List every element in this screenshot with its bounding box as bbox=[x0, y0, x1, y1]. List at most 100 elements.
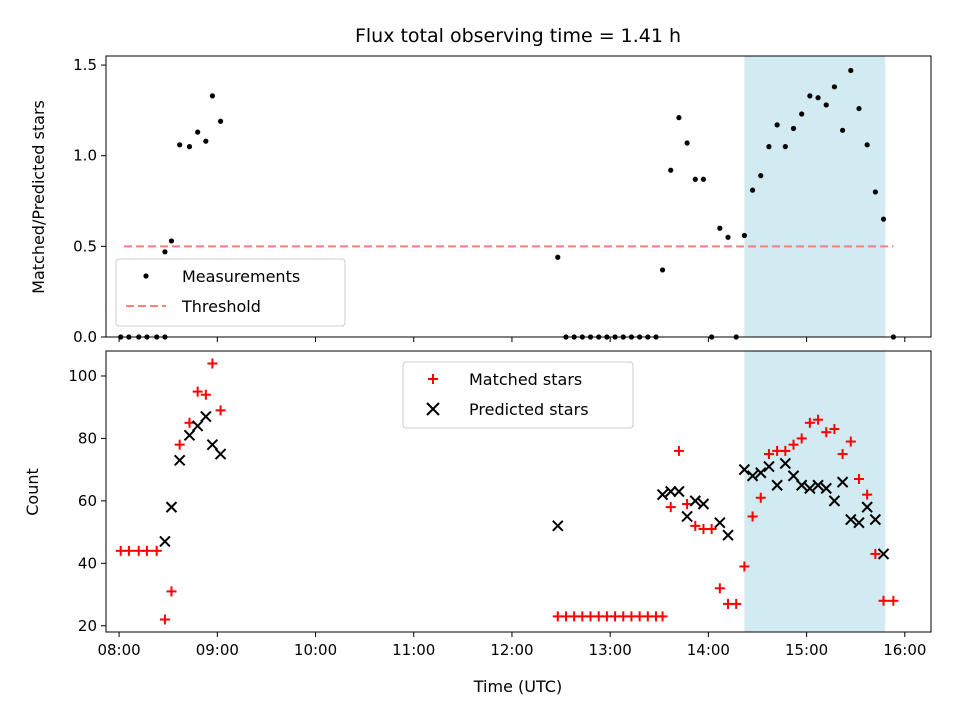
matched-star-point bbox=[821, 427, 832, 438]
legend-box bbox=[115, 258, 346, 327]
x-tick-label: 13:00 bbox=[589, 641, 632, 659]
matched-star-point bbox=[673, 445, 684, 456]
predicted-star-point bbox=[845, 513, 857, 526]
predicted-star-point bbox=[869, 513, 882, 526]
predicted-star-point bbox=[200, 410, 212, 423]
observing-span bbox=[744, 56, 886, 337]
measurement-point bbox=[848, 67, 854, 74]
predicted-star-point bbox=[722, 529, 734, 541]
matched-star-point bbox=[123, 545, 134, 556]
legend-swatch bbox=[143, 273, 149, 279]
legend-label: Predicted stars bbox=[469, 400, 589, 419]
matched-star-point bbox=[796, 433, 807, 444]
matched-star-point bbox=[207, 358, 218, 369]
y-tick-label: 80 bbox=[78, 429, 97, 447]
predicted-star-point bbox=[552, 520, 564, 532]
predicted-star-point bbox=[828, 495, 841, 507]
predicted-star-point bbox=[861, 501, 873, 513]
measurement-point bbox=[700, 176, 707, 182]
matched-star-point bbox=[870, 548, 881, 559]
y-tick-label: 100 bbox=[68, 367, 97, 385]
predicted-star-point bbox=[165, 501, 178, 513]
predicted-star-point bbox=[804, 482, 816, 495]
matched-star-point bbox=[215, 405, 226, 416]
ratio-panel: 0.0 0.5 1.0 1.5 Matched/Predicted stars Mea… bbox=[29, 55, 932, 346]
predicted-star-point bbox=[746, 470, 759, 482]
matched-star-point bbox=[888, 595, 899, 606]
legend-swatch bbox=[426, 402, 440, 416]
measurement-point bbox=[749, 187, 756, 193]
ratio-y-ticks: 0.0 0.5 1.0 1.5 bbox=[73, 56, 106, 346]
matched-star-point bbox=[813, 414, 824, 425]
y-tick-label: 20 bbox=[78, 617, 97, 635]
measurement-point bbox=[692, 176, 698, 182]
measurement-point bbox=[725, 234, 731, 240]
y-tick-label: 60 bbox=[78, 492, 97, 510]
measurement-point bbox=[717, 225, 723, 231]
measurement-point bbox=[162, 249, 168, 255]
measurement-point bbox=[168, 238, 175, 244]
observing-span bbox=[744, 351, 886, 632]
x-axis-label: Time (UTC) bbox=[473, 677, 562, 696]
x-tick-label: 12:00 bbox=[490, 641, 533, 659]
x-tick-label: 10:00 bbox=[294, 641, 337, 659]
predicted-star-point bbox=[812, 479, 824, 491]
chart-title: Flux total observing time = 1.41 h bbox=[355, 25, 681, 47]
measurement-point bbox=[676, 115, 682, 121]
y-tick-label: 1.5 bbox=[73, 56, 97, 74]
measurement-point bbox=[203, 138, 209, 144]
legend-swatch bbox=[428, 374, 438, 384]
predicted-star-point bbox=[173, 454, 186, 466]
matched-star-point bbox=[690, 520, 701, 531]
predicted-star-point bbox=[183, 429, 196, 442]
measurement-point bbox=[864, 142, 870, 148]
y-tick-label: 1.0 bbox=[73, 147, 97, 165]
measurement-point bbox=[880, 216, 887, 222]
matched-star-point bbox=[739, 561, 750, 572]
measurement-point bbox=[684, 140, 690, 146]
predicted-star-point bbox=[665, 485, 677, 498]
measurement-point bbox=[799, 111, 805, 117]
measurement-point bbox=[758, 173, 764, 179]
predicted-star-point bbox=[787, 470, 800, 482]
predicted-star-point bbox=[681, 510, 693, 523]
predicted-star-point bbox=[656, 488, 669, 501]
legend-label: Measurements bbox=[182, 267, 300, 286]
predicted-star-point bbox=[820, 482, 832, 495]
ratio-panel-frame bbox=[105, 55, 932, 338]
matched-star-point bbox=[862, 489, 873, 500]
predicted-star-point bbox=[206, 438, 219, 451]
matched-star-point bbox=[878, 595, 889, 606]
count-panel: 08:00 09:00 10:00 11:00 12:00 13:00 14:00 15:00… bbox=[23, 350, 932, 696]
count-panel-frame bbox=[105, 350, 932, 633]
matched-star-point bbox=[755, 492, 766, 503]
measurement-point bbox=[782, 144, 788, 150]
matched-star-point bbox=[780, 445, 791, 456]
measurement-point bbox=[741, 232, 747, 239]
measurement-point bbox=[668, 167, 674, 173]
measurement-point bbox=[856, 105, 862, 112]
highlight-span bbox=[744, 56, 886, 337]
x-tick-label: 09:00 bbox=[196, 641, 239, 659]
matched-star-point bbox=[731, 598, 742, 609]
matched-star-point bbox=[837, 449, 848, 460]
matched-star-point bbox=[200, 389, 211, 400]
legend-label: Matched stars bbox=[469, 370, 582, 389]
count-y-ticks: 20 40 60 80 100 bbox=[68, 367, 106, 635]
matched-star-point bbox=[714, 583, 725, 594]
matched-star-point bbox=[829, 424, 840, 435]
count-series bbox=[115, 358, 899, 625]
measurement-point bbox=[555, 254, 561, 260]
predicted-star-point bbox=[853, 517, 865, 529]
measurement-point bbox=[186, 144, 193, 150]
predicted-star-point bbox=[877, 548, 890, 560]
predicted-star-point bbox=[191, 420, 204, 432]
measurement-point bbox=[807, 93, 813, 99]
measurement-point bbox=[790, 125, 797, 132]
predicted-star-point bbox=[738, 463, 751, 476]
x-tick-label: 11:00 bbox=[392, 641, 435, 659]
matched-star-point bbox=[166, 586, 177, 597]
measurement-point bbox=[823, 102, 829, 108]
legend-label: Threshold bbox=[181, 297, 261, 316]
predicted-star-point bbox=[214, 448, 227, 460]
